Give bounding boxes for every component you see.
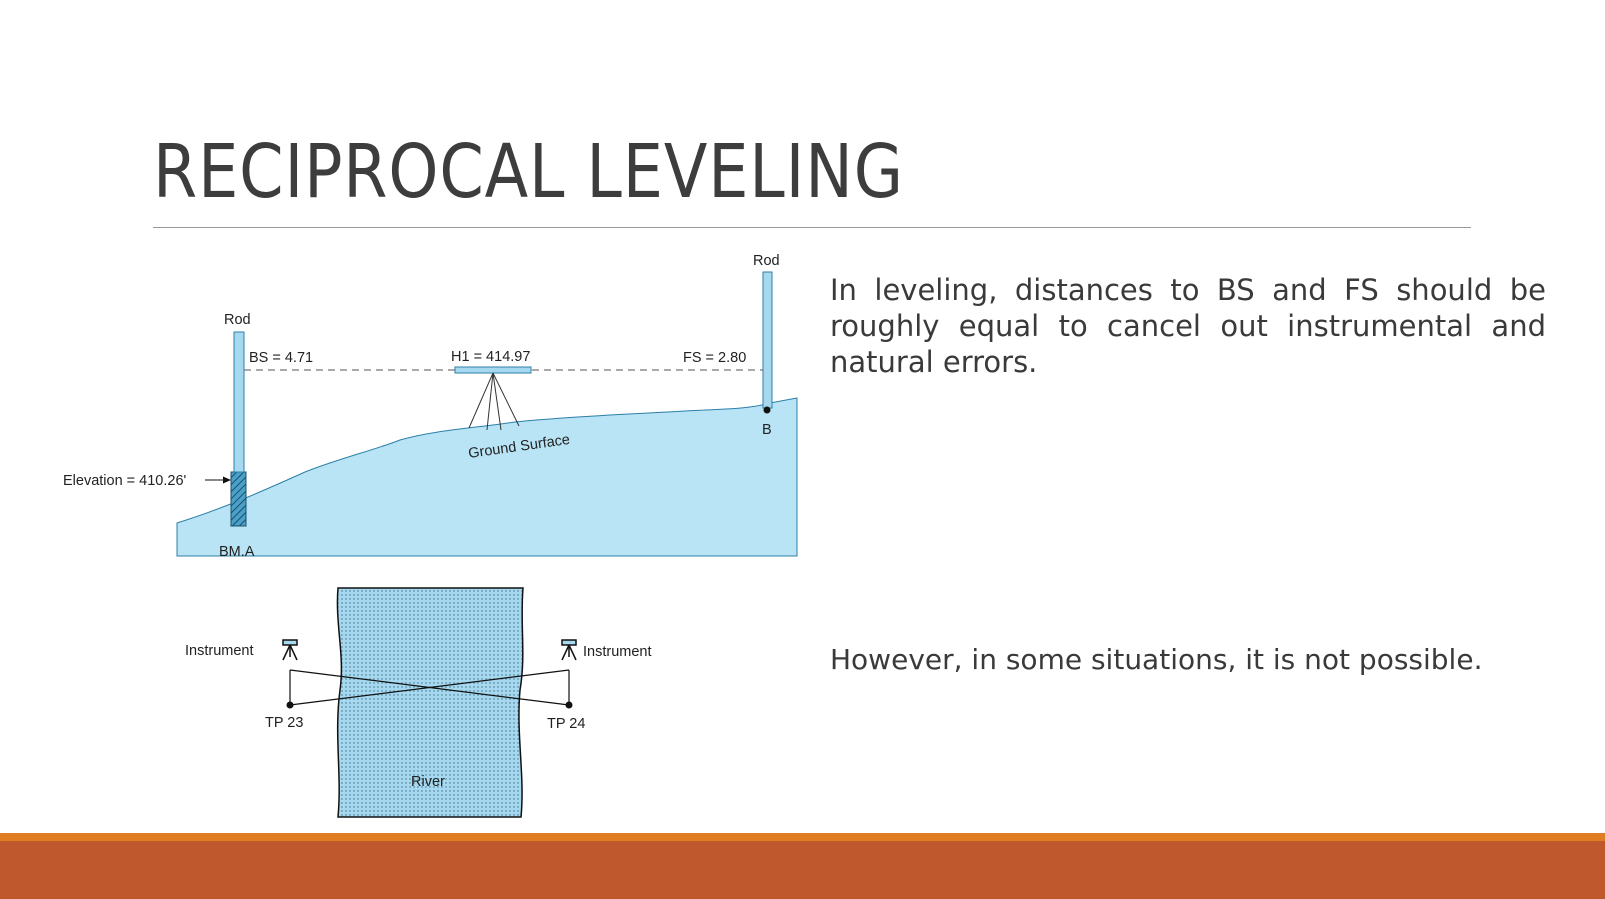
elevation-arrowhead bbox=[223, 476, 231, 484]
river-label: River bbox=[411, 774, 445, 790]
instrument-left-icon bbox=[282, 639, 298, 661]
point-b-label: B bbox=[762, 422, 772, 438]
footer-band bbox=[0, 841, 1605, 899]
instrument-height-label: H1 = 414.97 bbox=[451, 349, 530, 365]
right-rod bbox=[762, 271, 773, 409]
elevation-label: Elevation = 410.26' bbox=[63, 473, 187, 489]
tp23-label: TP 23 bbox=[265, 715, 303, 731]
left-rod-label: Rod bbox=[224, 312, 251, 328]
benchmark-block bbox=[230, 471, 247, 527]
river bbox=[336, 587, 524, 818]
footer-accent-stripe bbox=[0, 833, 1605, 841]
title-divider bbox=[153, 227, 1471, 228]
ground-surface bbox=[176, 397, 798, 557]
tp24-label: TP 24 bbox=[547, 716, 585, 732]
left-rod bbox=[233, 331, 245, 473]
body-paragraph-1: In leveling, distances to BS and FS shou… bbox=[830, 273, 1546, 379]
instrument-right-label: Instrument bbox=[583, 644, 652, 660]
point-b-marker bbox=[763, 406, 771, 414]
benchmark-label: BM.A bbox=[219, 544, 255, 560]
foresight-label: FS = 2.80 bbox=[683, 350, 746, 366]
instrument-left-label: Instrument bbox=[185, 643, 254, 659]
tripod bbox=[468, 372, 520, 431]
tp24-marker bbox=[565, 701, 573, 709]
right-rod-label: Rod bbox=[753, 253, 780, 269]
body-paragraph-2: However, in some situations, it is not p… bbox=[830, 643, 1483, 676]
sight-lines bbox=[289, 669, 570, 706]
instrument-right-icon bbox=[561, 639, 577, 661]
backsight-label: BS = 4.71 bbox=[249, 350, 313, 366]
slide-title: RECIPROCAL LEVELING bbox=[153, 129, 904, 215]
tp23-marker bbox=[286, 701, 294, 709]
level-instrument bbox=[454, 366, 532, 374]
river-crossing-figure: Instrument Instrument TP 23 TP 24 River bbox=[185, 587, 652, 818]
leveling-profile-figure: Rod Rod BS = 4.71 H1 = 414.97 FS = 2.80 … bbox=[63, 253, 798, 560]
